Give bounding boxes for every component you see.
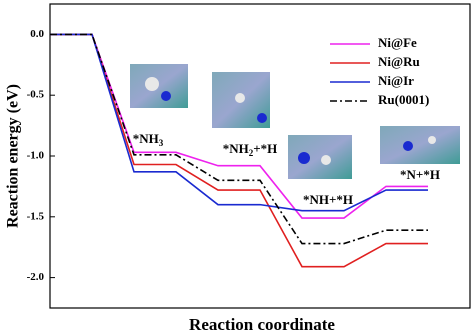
annotation: *NH+*H: [303, 192, 353, 207]
structure-image: [130, 64, 188, 108]
annotation-part: 2: [249, 148, 254, 158]
annotation-part: *NH: [223, 141, 249, 156]
y-tick-label: -0.5: [27, 89, 45, 101]
y-tick-label: -1.5: [27, 210, 45, 222]
legend-label: Ni@Ru: [378, 54, 420, 69]
series-line: [50, 33, 428, 245]
atom: [257, 113, 267, 123]
legend-label: Ni@Fe: [378, 35, 417, 50]
atom: [321, 155, 331, 165]
annotation-part: *N+*H: [400, 167, 440, 182]
y-axis-label: Reaction energy (eV): [5, 84, 22, 228]
y-tick-label: -2.0: [27, 271, 45, 283]
annotation: *NH3: [133, 131, 164, 148]
annotation: *NH2+*H: [223, 141, 278, 158]
structure-images: [130, 64, 460, 179]
atom: [403, 141, 413, 151]
legend-label: Ni@Ir: [378, 73, 414, 88]
structure-image: [380, 126, 460, 164]
annotation-part: +*H: [253, 141, 277, 156]
annotation-part: *NH: [133, 131, 159, 146]
annotation-part: *NH+*H: [303, 192, 353, 207]
series-line: [50, 33, 428, 268]
atom: [428, 136, 436, 144]
x-axis-label: Reaction coordinate: [189, 315, 335, 334]
y-tick-label: -1.0: [27, 150, 45, 162]
atom: [235, 93, 245, 103]
atom: [298, 152, 310, 164]
atom: [145, 77, 159, 91]
annotation-part: 3: [159, 138, 164, 148]
series-line: [50, 33, 428, 219]
y-tick-label: 0.0: [30, 28, 44, 40]
structure-image: [288, 135, 352, 179]
atom: [161, 91, 171, 101]
annotation: *N+*H: [400, 167, 440, 182]
legend-label: Ru(0001): [378, 92, 429, 107]
series-line: [50, 33, 428, 212]
